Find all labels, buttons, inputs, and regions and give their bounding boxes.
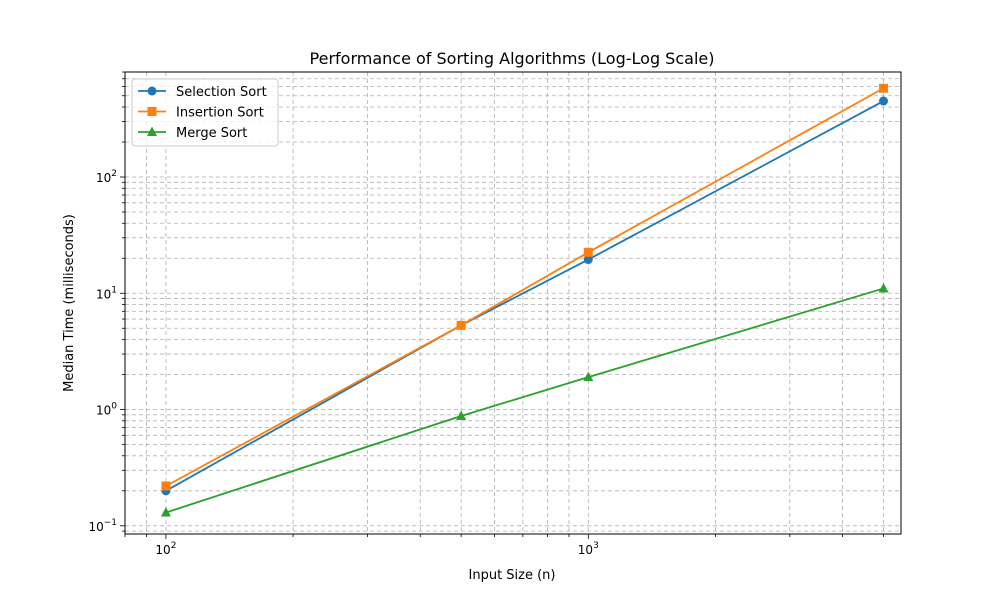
series-line xyxy=(165,287,884,514)
x-axis-label: Input Size (n) xyxy=(469,568,556,583)
legend-item: Merge Sort xyxy=(138,126,247,141)
legend-item: Insertion Sort xyxy=(138,106,264,121)
legend-marker xyxy=(147,126,157,136)
grid-lines xyxy=(124,71,901,534)
plot-frame xyxy=(124,71,902,535)
data-point xyxy=(879,83,889,93)
data-point xyxy=(583,247,593,257)
data-point xyxy=(456,320,466,330)
y-tick-label: 100 xyxy=(96,402,117,418)
legend-marker xyxy=(147,86,157,96)
legend-marker xyxy=(147,107,157,116)
data-point xyxy=(879,96,889,106)
series-layer xyxy=(160,83,889,517)
legend-label: Insertion Sort xyxy=(176,106,264,121)
data-point xyxy=(583,371,594,382)
legend: Selection Sort Insertion Sort Merge Sort xyxy=(131,78,279,147)
series-line xyxy=(165,100,884,492)
legend-label: Merge Sort xyxy=(176,126,247,141)
series-merge-sort xyxy=(160,282,889,517)
y-tick-label: 10−1 xyxy=(88,518,117,534)
x-tick-label: 103 xyxy=(578,541,599,557)
chart-title: Performance of Sorting Algorithms (Log-L… xyxy=(310,49,715,68)
data-point xyxy=(878,282,889,293)
y-tick-label: 102 xyxy=(96,169,117,185)
data-point xyxy=(583,255,593,265)
y-axis-label: Median Time (milliseconds) xyxy=(62,214,77,392)
series-line xyxy=(165,87,884,487)
legend-item: Selection Sort xyxy=(138,85,267,100)
legend-label: Selection Sort xyxy=(176,85,267,100)
data-point xyxy=(456,410,467,420)
series-insertion-sort xyxy=(161,83,889,491)
data-point xyxy=(160,507,171,517)
axis-ticks: 102 103 10−1 100 101 102 xyxy=(88,71,884,557)
x-tick-label: 102 xyxy=(155,541,176,557)
y-tick-label: 101 xyxy=(96,285,117,301)
legend-box xyxy=(131,78,279,147)
data-point xyxy=(161,481,171,491)
